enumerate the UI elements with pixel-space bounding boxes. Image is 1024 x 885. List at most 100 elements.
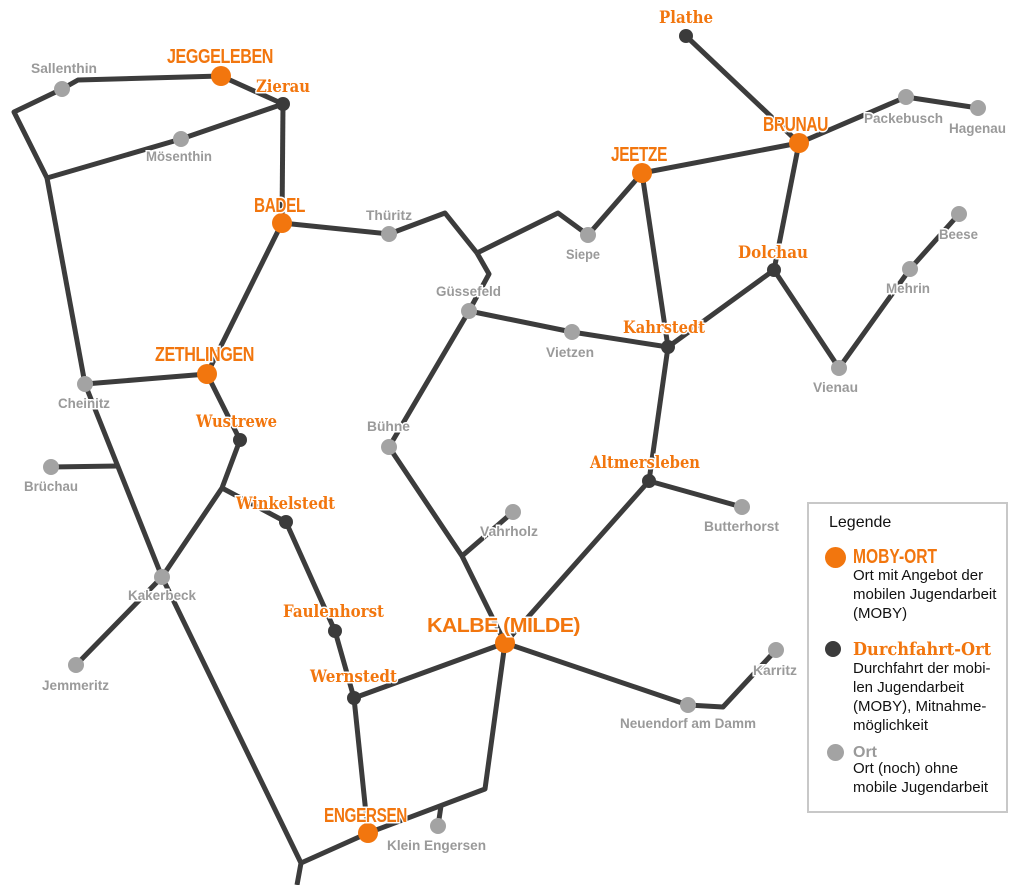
town-node-beese — [951, 206, 967, 222]
town-label-kahrstedt: Kahrstedt — [623, 318, 705, 338]
route-line — [641, 140, 800, 176]
town-node-siepe — [580, 227, 596, 243]
route-line — [386, 309, 472, 449]
route-line — [353, 640, 506, 701]
legend-panel: Legende MOBY-ORT Ort mit Angebot der mob… — [807, 502, 1008, 813]
route-line — [771, 142, 802, 271]
town-node-badel — [272, 213, 292, 233]
town-label-plathe: Plathe — [659, 8, 713, 28]
town-label-packebusch: Packebusch — [864, 110, 943, 126]
town-node-altmersleben — [642, 474, 656, 488]
legend-moby-ort-label: MOBY-ORT — [853, 546, 938, 568]
route-line — [684, 34, 801, 145]
route-line — [159, 575, 304, 885]
town-node-klein-engersen — [430, 818, 446, 834]
route-line — [386, 445, 508, 645]
town-label-jeetze: JEETZE — [611, 144, 667, 166]
route-line — [82, 383, 165, 578]
town-node-vienau — [831, 360, 847, 376]
town-label-karritz: Karritz — [753, 662, 797, 678]
town-label-siepe: Siepe — [566, 246, 600, 262]
legend-ort-dot — [827, 744, 844, 761]
town-node-kakerbeck — [154, 569, 170, 585]
town-node-brunau — [789, 133, 809, 153]
town-node-packebusch — [898, 89, 914, 105]
town-label-thüritz: Thüritz — [366, 207, 412, 223]
route-line — [50, 463, 119, 470]
legend-durchfahrt-ort-dot — [825, 641, 841, 657]
town-node-engersen — [358, 823, 378, 843]
route-line — [466, 251, 492, 313]
town-label-vienau: Vienau — [813, 379, 858, 395]
route-line — [11, 86, 64, 180]
town-label-faulenhorst: Faulenhorst — [283, 602, 384, 622]
legend-durchfahrt-ort-label: Durchfahrt-Ort — [853, 639, 992, 660]
route-line — [44, 177, 88, 385]
town-node-neuendorf-am-damm — [680, 697, 696, 713]
town-node-dolchau — [767, 263, 781, 277]
route-line — [60, 73, 222, 92]
town-node-plathe — [679, 29, 693, 43]
route-line — [281, 220, 390, 237]
town-node-kalbe-milde — [495, 633, 515, 653]
town-label-brüchau: Brüchau — [24, 478, 78, 494]
route-line — [84, 371, 208, 387]
route-line — [299, 830, 370, 866]
route-line — [219, 73, 285, 107]
route-line — [388, 210, 479, 255]
town-label-bühne: Bühne — [367, 418, 410, 434]
legend-moby-ort-description: Ort mit Angebot der mobilen Jugendarbeit… — [853, 567, 997, 622]
town-node-vahrholz — [505, 504, 521, 520]
town-label-güssefeld: Güssefeld — [436, 283, 501, 299]
legend-ort-label: Ort — [853, 744, 877, 761]
town-label-altmersleben: Altmersleben — [589, 453, 700, 473]
town-node-cheinitz — [77, 376, 93, 392]
town-node-vietzen — [564, 324, 580, 340]
route-line — [648, 478, 743, 510]
town-node-sallenthin — [54, 81, 70, 97]
town-label-brunau: BRUNAU — [763, 114, 828, 136]
town-node-jemmeritz — [68, 657, 84, 673]
town-node-güssefeld — [461, 303, 477, 319]
town-node-brüchau — [43, 459, 59, 475]
town-node-mehrin — [902, 261, 918, 277]
legend-ort-description: Ort (noch) ohne mobile Jugendarbeit — [853, 760, 989, 796]
route-line — [503, 479, 651, 645]
legend-title: Legende — [829, 514, 892, 531]
town-label-zierau: Zierau — [256, 77, 310, 97]
town-node-hagenau — [970, 100, 986, 116]
town-label-jemmeritz: Jemmeritz — [42, 677, 109, 693]
town-label-vietzen: Vietzen — [546, 344, 594, 360]
town-label-engersen: ENGERSEN — [324, 805, 407, 827]
route-line — [351, 697, 371, 834]
town-node-mösenthin — [173, 131, 189, 147]
town-node-bühne — [381, 439, 397, 455]
town-label-klein-engersen: Klein Engersen — [387, 837, 486, 853]
town-node-jeetze — [632, 163, 652, 183]
town-node-wustrewe — [233, 433, 247, 447]
route-line — [475, 210, 590, 256]
town-label-beese: Beese — [939, 226, 978, 242]
town-label-badel: BADEL — [254, 195, 305, 217]
route-line — [46, 101, 284, 181]
town-label-zethlingen: ZETHLINGEN — [155, 344, 254, 366]
town-node-jeggeleben — [211, 66, 231, 86]
route-line — [639, 172, 671, 348]
route-line — [74, 575, 164, 667]
route-line — [460, 510, 515, 558]
town-node-zethlingen — [197, 364, 217, 384]
town-node-kahrstedt — [661, 340, 675, 354]
route-line — [586, 171, 644, 237]
town-label-cheinitz: Cheinitz — [58, 395, 110, 411]
route-line — [159, 439, 243, 579]
route-line — [279, 103, 286, 224]
town-node-karritz — [768, 642, 784, 658]
route-line — [367, 642, 508, 836]
town-label-butterhorst: Butterhorst — [704, 518, 779, 534]
town-node-winkelstedt — [279, 515, 293, 529]
town-label-kalbe-milde: KALBE (MILDE) — [427, 615, 580, 637]
town-label-hagenau: Hagenau — [949, 120, 1006, 136]
town-label-vahrholz: Vahrholz — [480, 523, 538, 539]
route-line — [504, 640, 778, 710]
